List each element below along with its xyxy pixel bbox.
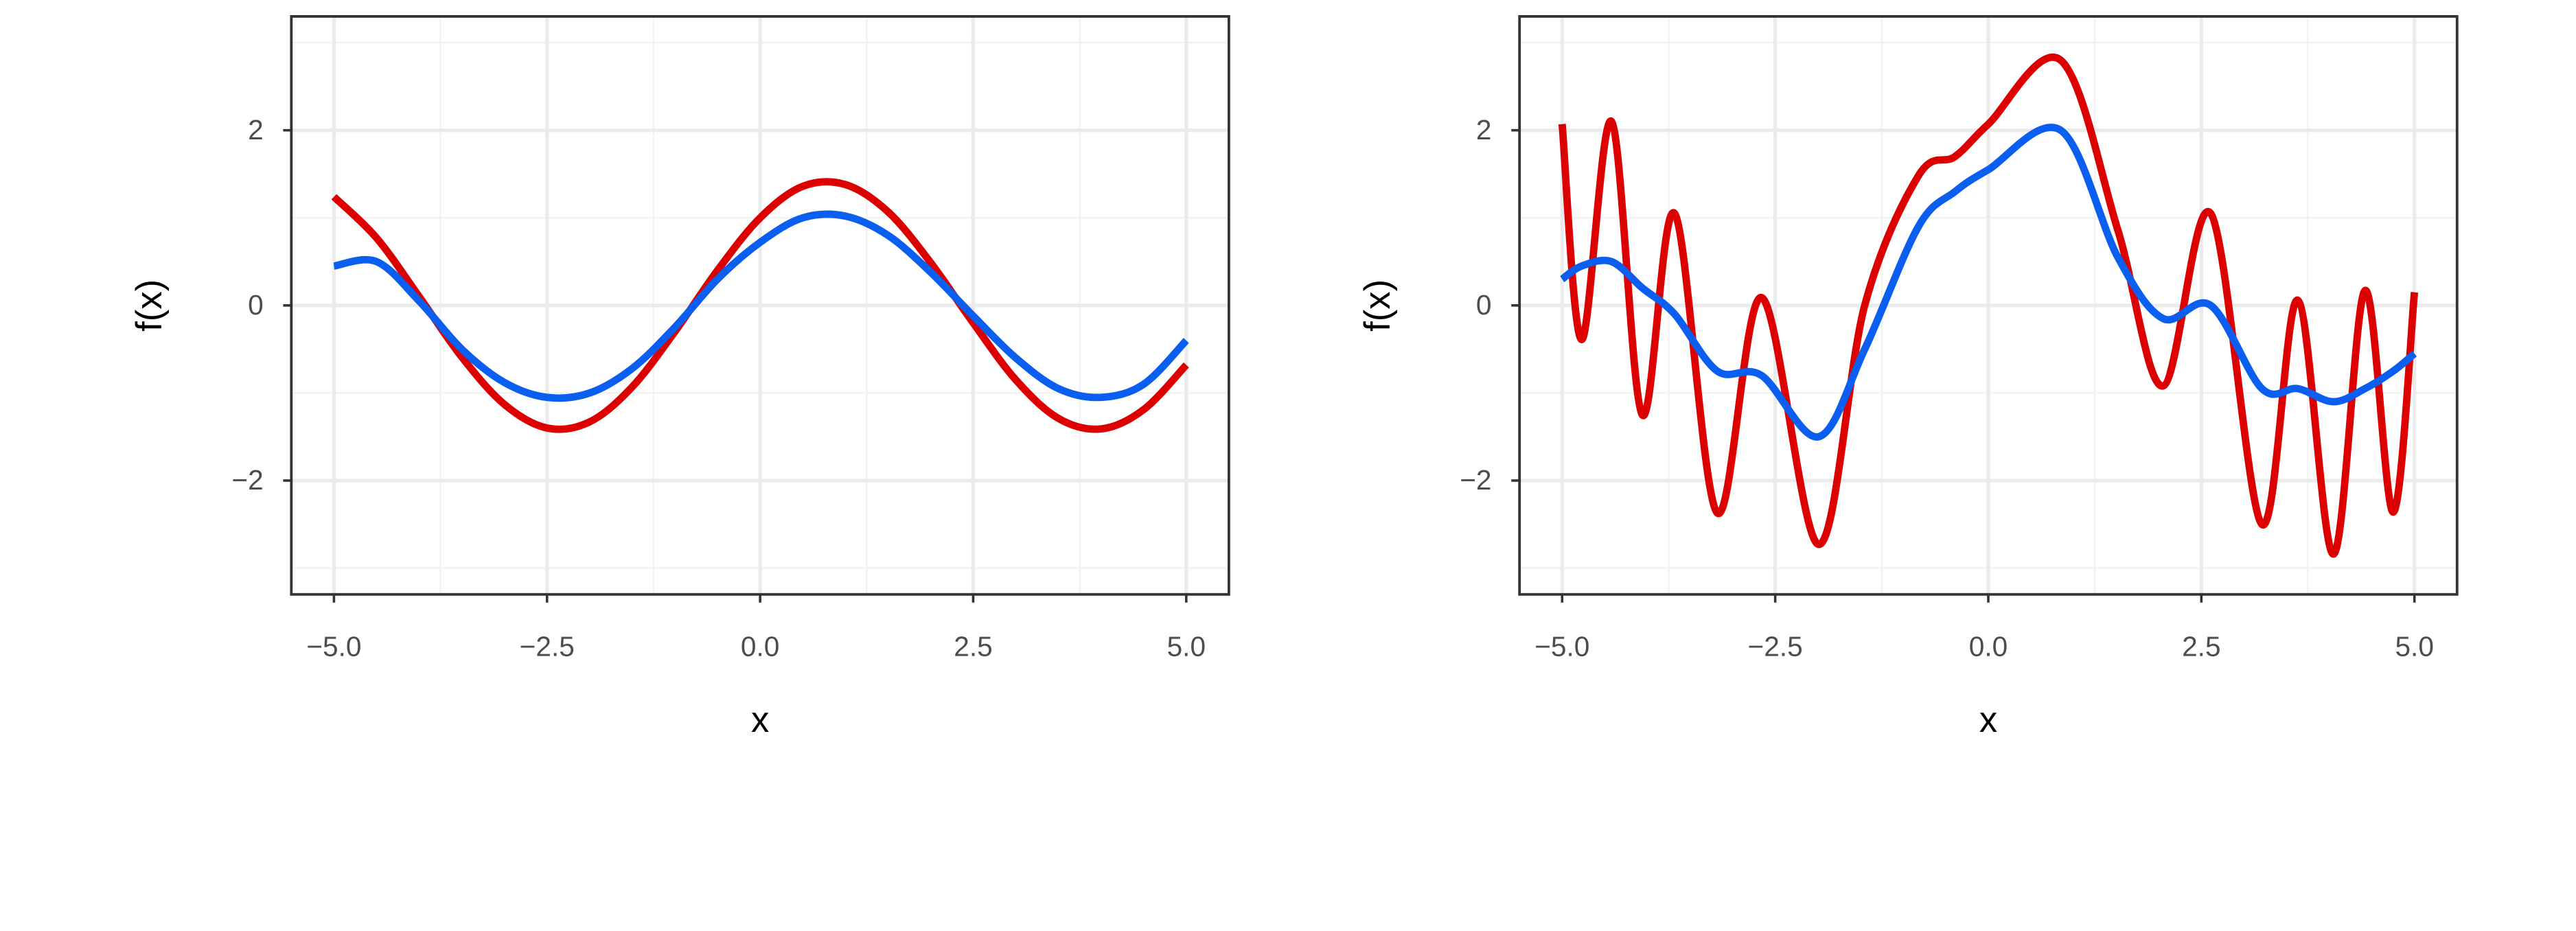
x-tick-label: 0.0 (1969, 630, 2008, 662)
x-tick-label: 0.0 (741, 630, 780, 662)
y-tick-label: −2 (1460, 464, 1491, 496)
data-line (1560, 124, 2417, 441)
x-tick-label: −2.5 (520, 630, 575, 662)
y-tick-label: 0 (1476, 289, 1492, 321)
y-tick-label: 2 (248, 114, 264, 146)
x-tick-label: 2.5 (2182, 630, 2221, 662)
y-axis-title: f(x) (129, 279, 170, 332)
x-axis-title: x (1979, 700, 1997, 740)
y-tick-label: −2 (231, 464, 263, 496)
data-line (333, 210, 1189, 402)
data-line (1558, 54, 2419, 558)
y-tick-label: 0 (248, 289, 264, 321)
x-tick-label: 2.5 (954, 630, 993, 662)
x-tick-label: 5.0 (1167, 630, 1206, 662)
y-tick-label: 2 (1476, 114, 1492, 146)
x-tick-label: −2.5 (1748, 630, 1803, 662)
x-axis-title: x (751, 700, 769, 740)
x-tick-label: −5.0 (1534, 630, 1589, 662)
y-axis-title: f(x) (1357, 279, 1398, 332)
x-tick-label: 5.0 (2395, 630, 2434, 662)
x-tick-label: −5.0 (306, 630, 361, 662)
data-line (331, 178, 1189, 433)
